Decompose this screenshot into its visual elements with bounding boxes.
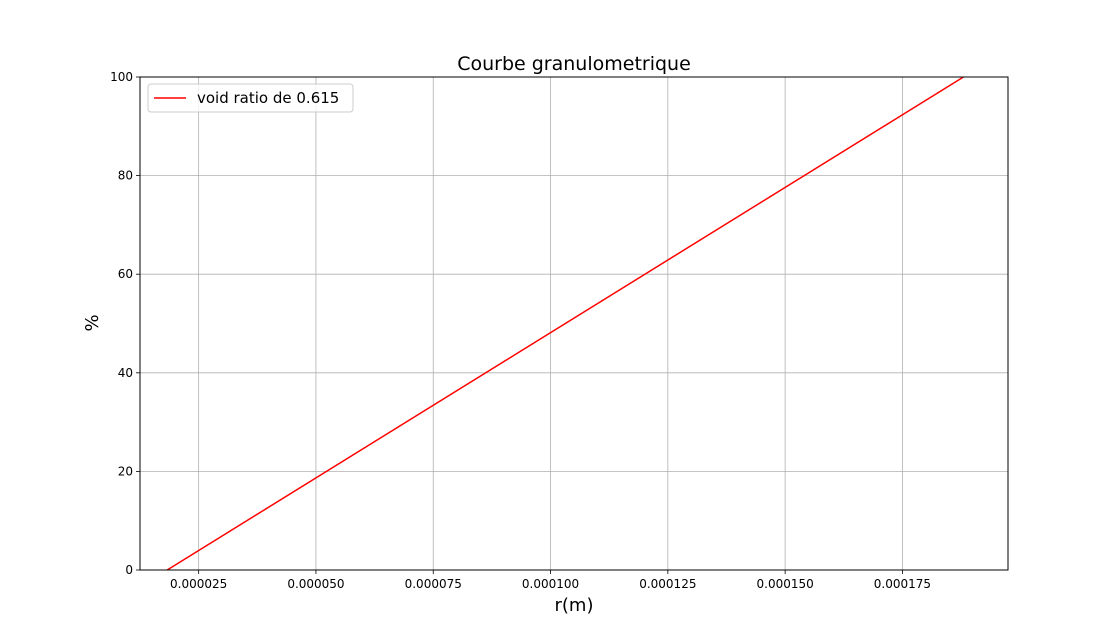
x-axis-ticks: 0.000025 0.000050 0.000075 0.000100 0.000125… [170, 570, 931, 591]
legend-label: void ratio de 0.615 [197, 89, 339, 107]
y-axis-label: % [82, 314, 103, 331]
grid-lines [140, 76, 1008, 571]
x-axis-label: r(m) [555, 595, 594, 616]
series-line [166, 76, 964, 571]
y-tick-label: 100 [110, 70, 133, 84]
y-axis-ticks: 0 20 40 60 80 100 [110, 70, 140, 577]
x-tick-label: 0.000050 [287, 577, 344, 591]
x-tick-label: 0.000075 [405, 577, 462, 591]
plot-area-frame [139, 76, 1009, 571]
y-tick-label: 80 [118, 169, 133, 183]
series-layer [166, 76, 964, 571]
x-tick-label: 0.000175 [874, 577, 931, 591]
legend: void ratio de 0.615 [147, 83, 354, 113]
y-tick-label: 0 [125, 563, 133, 577]
chart-title: Courbe granulometrique [457, 53, 691, 75]
y-tick-label: 40 [118, 366, 133, 380]
y-tick-label: 20 [118, 464, 133, 478]
x-tick-label: 0.000125 [639, 577, 696, 591]
x-tick-label: 0.000100 [522, 577, 579, 591]
x-tick-label: 0.000025 [170, 577, 227, 591]
x-tick-label: 0.000150 [757, 577, 814, 591]
legend-box [147, 83, 354, 113]
y-tick-label: 60 [118, 267, 133, 281]
